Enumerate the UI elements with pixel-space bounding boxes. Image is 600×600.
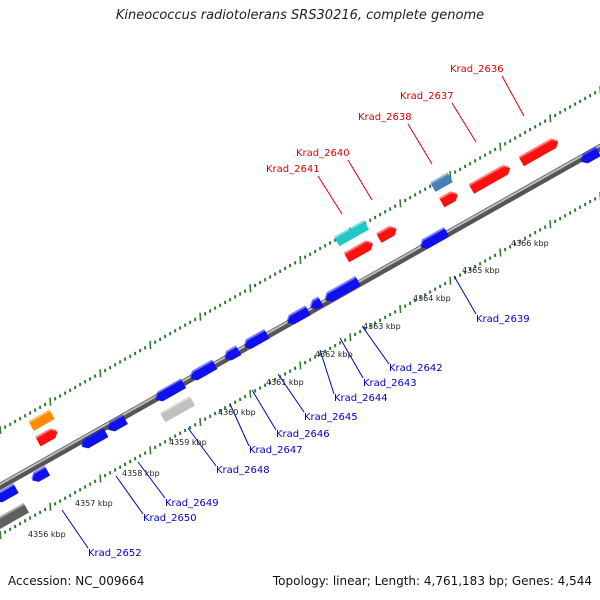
leader-krad-2652 [61, 509, 89, 549]
upper-tick [299, 255, 302, 265]
gene-label-krad-2649: Krad_2649 [165, 498, 219, 509]
leader-krad-2640 [347, 159, 373, 201]
lower-tick [149, 446, 152, 455]
topology-text: Topology: linear; Length: 4,761,183 bp; … [272, 574, 592, 588]
gene-label-krad-2652: Krad_2652 [88, 548, 142, 559]
leader-krad-2639 [453, 275, 477, 315]
tick-marks [0, 86, 600, 540]
leader-krad-2643 [339, 337, 364, 379]
gene-krad-2643 [309, 296, 324, 310]
scale-label-4360: 4360 kbp [218, 408, 256, 417]
gene-features [0, 138, 600, 530]
leader-krad-2649 [137, 461, 166, 499]
gene-krad-2640 [376, 225, 397, 243]
upper-tick [399, 199, 402, 208]
scale-label-4358: 4358 kbp [122, 469, 160, 478]
leader-krad-2650 [115, 475, 144, 515]
upper-tick [549, 114, 552, 123]
gene-label-krad-2642: Krad_2642 [389, 363, 443, 374]
gene-label-krad-2643: Krad_2643 [363, 378, 417, 389]
upper-tick [99, 369, 102, 378]
gene-blue-left [0, 483, 19, 503]
gene-krad-2646 [224, 345, 242, 361]
gene-label-krad-2638: Krad_2638 [358, 112, 412, 123]
lower-tick [249, 389, 252, 398]
scale-label-4362: 4362 kbp [315, 350, 353, 359]
lower-tick [449, 276, 452, 285]
accession-text: Accession: NC_009664 [8, 574, 145, 588]
gene-dark-grey [0, 502, 30, 530]
leader-krad-2645 [277, 373, 305, 413]
gene-label-krad-2645: Krad_2645 [304, 412, 358, 423]
gene-krad-2641 [343, 240, 374, 263]
lower-tick [299, 361, 302, 370]
upper-tick [449, 170, 452, 180]
lower-tick [99, 474, 102, 483]
gene-krad-2649 [107, 414, 128, 432]
gene-label-krad-2636: Krad_2636 [450, 64, 504, 75]
scale-label-4361: 4361 kbp [266, 378, 304, 387]
scale-label-4357: 4357 kbp [75, 499, 113, 508]
lower-tick [349, 333, 352, 342]
upper-tick [199, 312, 202, 321]
gene-label-krad-2641: Krad_2641 [266, 164, 320, 175]
gene-krad-2642 [324, 275, 361, 302]
leader-krad-2637 [451, 102, 477, 143]
gene-label-krad-2640: Krad_2640 [296, 148, 350, 159]
leader-krad-2641 [317, 175, 343, 215]
gene-krad-2636 [518, 138, 559, 167]
gene-cyan [334, 219, 370, 247]
gene-label-krad-2648: Krad_2648 [216, 465, 270, 476]
gene-krad-2647 [189, 359, 218, 381]
gene-red-left [35, 428, 58, 447]
upper-tick [49, 397, 52, 406]
leader-krad-2644 [319, 349, 335, 395]
scale-label-4365: 4365 kbp [462, 266, 500, 275]
gene-blue-edge [580, 146, 600, 164]
gene-label-krad-2647: Krad_2647 [249, 445, 303, 456]
gene-krad-2639 [419, 226, 450, 249]
gene-krad-2637 [468, 164, 511, 194]
gene-krad-2645 [243, 328, 270, 349]
leader-krad-2646 [251, 389, 277, 431]
upper-tick [149, 340, 152, 350]
leader-krad-2638 [407, 123, 433, 165]
gene-krad-2650 [80, 427, 109, 449]
leader-krad-2647 [229, 403, 250, 447]
gene-krad-2648 [155, 378, 187, 402]
upper-tick [249, 284, 252, 293]
lower-tick [49, 502, 52, 511]
gene-label-krad-2646: Krad_2646 [276, 429, 330, 440]
leader-krad-2648 [187, 427, 217, 467]
lower-tick [549, 220, 552, 229]
scale-label-4363: 4363 kbp [363, 322, 401, 331]
lower-tick [499, 248, 502, 257]
leader-krad-2636 [501, 75, 525, 117]
scale-label-4366: 4366 kbp [511, 239, 549, 248]
upper-tick [499, 142, 502, 151]
gene-krad-2652 [31, 465, 51, 482]
lower-tick [199, 417, 202, 427]
leader-krad-2642 [361, 325, 390, 365]
gene-orange [28, 409, 55, 431]
gene-krad-2638b [430, 172, 453, 192]
gene-krad-2644 [286, 305, 311, 325]
upper-tick [0, 425, 2, 435]
scale-label-4356: 4356 kbp [28, 530, 66, 539]
map-title: Kineococcus radiotolerans SRS30216, comp… [115, 8, 485, 23]
label-leaders [61, 75, 525, 549]
gene-grey [160, 395, 196, 423]
gene-label-krad-2650: Krad_2650 [143, 513, 197, 524]
gene-label-krad-2637: Krad_2637 [400, 91, 454, 102]
scale-label-4359: 4359 kbp [169, 438, 207, 447]
gene-label-krad-2644: Krad_2644 [334, 393, 388, 404]
lower-tick [399, 304, 402, 314]
lower-tick [0, 530, 2, 540]
scale-label-4364: 4364 kbp [413, 294, 451, 303]
gene-label-krad-2639: Krad_2639 [476, 314, 530, 325]
gene-krad-2638 [438, 191, 458, 208]
